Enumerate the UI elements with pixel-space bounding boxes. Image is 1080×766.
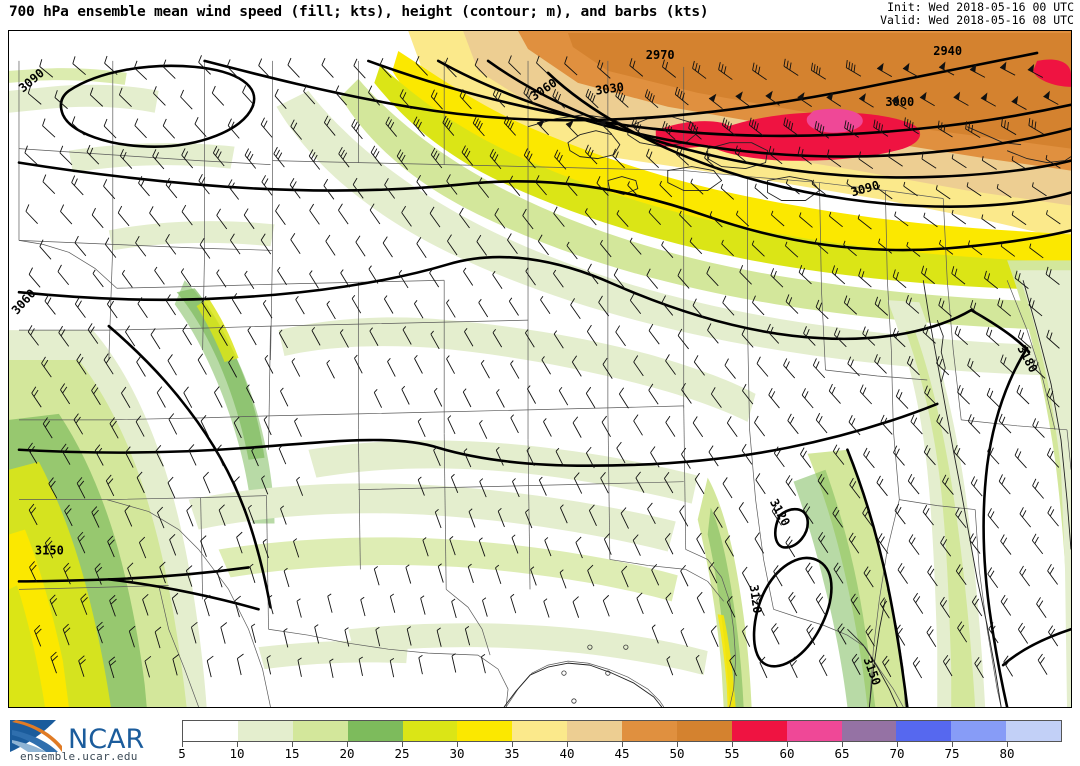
contour-label: 3030 [594, 80, 625, 98]
colorbar-swatch [567, 721, 622, 741]
colorbar-swatch [951, 721, 1007, 741]
colorbar-tick-label: 35 [504, 746, 520, 761]
colorbar-tick [787, 742, 788, 747]
colorbar-ticks [182, 742, 1062, 748]
page-title: 700 hPa ensemble mean wind speed (fill; … [9, 4, 709, 20]
colorbar-tick [732, 742, 733, 747]
colorbar-tick-label: 50 [669, 746, 685, 761]
colorbar-swatch [237, 721, 293, 741]
colorbar-swatch [786, 721, 842, 741]
colorbar-tick [457, 742, 458, 747]
colorbar-swatch [347, 721, 403, 741]
colorbar-tick-labels: 5 10 15 20 25 30 35 40 45 50 55 60 65 70 75 80 [178, 746, 1062, 764]
colorbar-tick [1007, 742, 1008, 747]
colorbar-tick [182, 742, 183, 747]
ncar-logo-mark [10, 720, 62, 752]
colorbar-swatch [731, 721, 787, 741]
contour-label: 3000 [885, 95, 914, 109]
colorbar: 5 10 15 20 25 30 35 40 45 50 55 60 65 70 75 80 [0, 710, 1080, 766]
ncar-wordmark: NCAR [68, 724, 144, 755]
ncar-logo[interactable]: NCAR [6, 712, 178, 764]
colorbar-swatches[interactable] [182, 720, 1062, 742]
colorbar-tick-label: 10 [229, 746, 245, 761]
weather-map[interactable]: 3090 2970 3030 3060 2940 3000 3060 3090 … [9, 31, 1071, 707]
colorbar-swatch [1006, 721, 1061, 741]
colorbar-tick [842, 742, 843, 747]
colorbar-tick-label: 60 [779, 746, 795, 761]
valid-time-block: Init: Wed 2018-05-16 00 UTC Valid: Wed 2… [880, 1, 1074, 27]
map-panel[interactable]: 3090 2970 3030 3060 2940 3000 3060 3090 … [8, 30, 1072, 708]
colorbar-tick-label: 25 [394, 746, 410, 761]
colorbar-tick-label: 70 [889, 746, 905, 761]
colorbar-tick-label: 15 [284, 746, 300, 761]
colorbar-swatch [183, 721, 238, 741]
colorbar-tick-label: 55 [724, 746, 740, 761]
colorbar-swatch [841, 721, 897, 741]
colorbar-swatch [512, 721, 568, 741]
colorbar-tick [402, 742, 403, 747]
colorbar-tick [897, 742, 898, 747]
colorbar-tick [622, 742, 623, 747]
ncar-url-label[interactable]: ensemble.ucar.edu [20, 750, 138, 763]
colorbar-tick [292, 742, 293, 747]
colorbar-swatch [292, 721, 348, 741]
colorbar-swatch [676, 721, 732, 741]
colorbar-swatch [896, 721, 952, 741]
colorbar-tick-label: 45 [614, 746, 630, 761]
windspeed-fill-layer [9, 31, 1071, 707]
colorbar-tick [677, 742, 678, 747]
colorbar-tick [952, 742, 953, 747]
colorbar-tick [237, 742, 238, 747]
colorbar-tick-label: 65 [834, 746, 850, 761]
colorbar-tick-label: 80 [999, 746, 1015, 761]
calm-wind-markers [561, 644, 629, 704]
contour-label: 2940 [933, 44, 962, 58]
colorbar-swatch [402, 721, 458, 741]
colorbar-tick-label: 20 [339, 746, 355, 761]
colorbar-swatch [622, 721, 677, 741]
colorbar-tick-label: 30 [449, 746, 465, 761]
colorbar-swatch [457, 721, 513, 741]
init-time-label: Init: Wed 2018-05-16 00 UTC [887, 0, 1074, 14]
header: 700 hPa ensemble mean wind speed (fill; … [0, 0, 1080, 29]
valid-time-label: Valid: Wed 2018-05-16 08 UTC [880, 13, 1074, 27]
colorbar-tick-label: 75 [944, 746, 960, 761]
colorbar-tick-label: 40 [559, 746, 575, 761]
height-contour-layer [17, 51, 1071, 707]
colorbar-tick [567, 742, 568, 747]
contour-label: 2970 [646, 48, 675, 62]
colorbar-tick [512, 742, 513, 747]
colorbar-tick [347, 742, 348, 747]
colorbar-tick-label: 5 [178, 746, 186, 761]
